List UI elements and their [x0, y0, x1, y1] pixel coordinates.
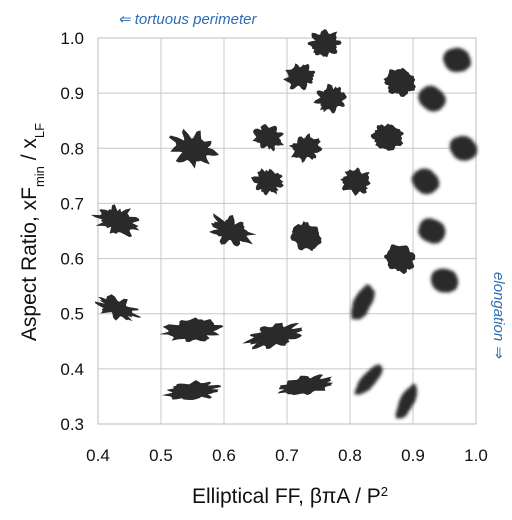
particle-point [307, 29, 342, 58]
y-axis-title: Aspect Ratio, xFmin / xLF [18, 123, 47, 341]
y-tick-labels: 0.3 0.4 0.5 0.6 0.7 0.8 0.9 1.0 [60, 29, 84, 434]
particle-point [395, 383, 418, 419]
plot-frame [97, 37, 477, 425]
particle-layer [90, 29, 478, 419]
particle-point [209, 213, 257, 247]
annotation-tortuous-perimeter: ⇐ tortuous perimeter [118, 11, 257, 28]
particle-point [94, 294, 142, 322]
particle-point [384, 244, 416, 275]
particle-point [370, 123, 404, 151]
particle-point [90, 204, 140, 238]
particle-point [290, 221, 322, 252]
x-tick-label: 0.5 [149, 446, 173, 465]
x-tick-label: 1.0 [464, 446, 488, 465]
particle-point [242, 322, 303, 350]
annotation-elongation: elongation ⇒ [490, 272, 507, 359]
grid [97, 37, 477, 425]
particle-point [411, 168, 440, 195]
y-tick-label: 0.6 [60, 250, 84, 269]
y-tick-label: 1.0 [60, 29, 84, 48]
particle-point [159, 317, 224, 342]
particle-point [277, 374, 334, 396]
x-tick-label: 0.8 [338, 446, 362, 465]
y-tick-label: 0.5 [60, 305, 84, 324]
y-tick-label: 0.4 [60, 360, 84, 379]
particle-point [383, 67, 416, 97]
y-tick-label: 0.3 [60, 415, 84, 434]
y-tick-label: 0.8 [60, 139, 84, 158]
particle-point [288, 133, 323, 163]
particle-point [418, 218, 446, 244]
particle-point [168, 128, 220, 169]
particle-point [283, 63, 316, 91]
particle-point [162, 380, 221, 400]
x-tick-label: 0.9 [401, 446, 425, 465]
y-tick-label: 0.7 [60, 194, 84, 213]
x-axis-title: Elliptical FF, βπA / P2 [192, 484, 388, 509]
y-tick-label: 0.9 [60, 84, 84, 103]
x-tick-label: 0.7 [275, 446, 299, 465]
particle-point [417, 85, 446, 112]
x-tick-labels: 0.4 0.5 0.6 0.7 0.8 0.9 1.0 [86, 446, 488, 465]
x-tick-label: 0.4 [86, 446, 110, 465]
x-tick-label: 0.6 [212, 446, 236, 465]
particle-point [351, 284, 375, 320]
particle-point [442, 47, 471, 73]
particle-point [252, 123, 285, 152]
particle-point [354, 364, 384, 396]
particle-point [313, 83, 347, 114]
particle-point [430, 268, 459, 293]
particle-point [449, 135, 478, 161]
particle-point [340, 167, 371, 196]
particle-point [251, 168, 284, 196]
